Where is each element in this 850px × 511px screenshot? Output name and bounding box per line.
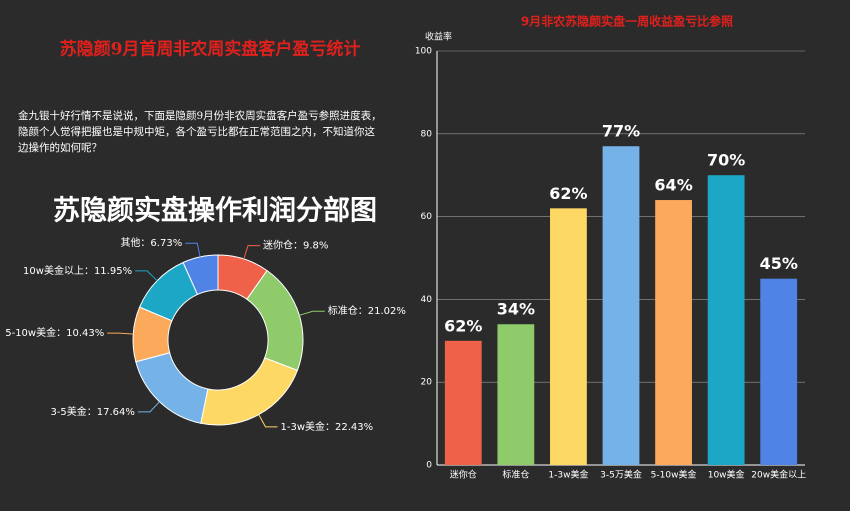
bar-annotation: 45% [760, 254, 798, 273]
segment-label: 迷你仓：9.8% [263, 239, 328, 252]
leader-line [135, 270, 158, 282]
leader-line [243, 245, 261, 260]
x-tick-label: 3-5万美金 [600, 469, 642, 481]
bar [602, 146, 640, 465]
y-tick-label: 80 [421, 129, 433, 139]
x-tick-label: 1-3w美金 [548, 469, 588, 481]
x-tick-label: 迷你仓 [450, 469, 477, 481]
y-tick-label: 20 [421, 378, 433, 388]
leader-line [137, 401, 160, 413]
y-axis-label: 收益率 [425, 31, 452, 43]
paragraph-line: 隐颜个人觉得把握也是中规中矩，各个盈亏比都在正常范围之内，不知道你这 [18, 125, 375, 138]
paragraph-line: 金九银十好行情不是说说，下面是隐颜9月份非农周实盘客户盈亏参照进度表， [18, 109, 382, 122]
x-tick-label: 20w美金以上 [751, 469, 806, 481]
bar [497, 324, 535, 465]
leader-line [258, 414, 278, 428]
bar [444, 340, 482, 465]
x-tick-label: 标准仓 [502, 469, 529, 481]
bar-annotation: 64% [654, 176, 692, 195]
bar-annotation: 70% [707, 151, 745, 170]
segment-label: 5-10w美金：10.43% [5, 326, 104, 339]
y-tick-label: 100 [415, 47, 432, 57]
x-tick-label: 10w美金 [708, 469, 745, 481]
donut-title: 苏隐颜实盘操作利润分部图 [53, 195, 377, 227]
segment-label: 其他：6.73% [120, 236, 182, 249]
leader-line [107, 332, 134, 335]
leader-line [299, 310, 325, 316]
bar [655, 200, 692, 466]
segment-label: 3-5美金：17.64% [50, 405, 134, 418]
y-tick-label: 40 [421, 295, 433, 305]
bar [707, 175, 745, 465]
bar [760, 278, 798, 465]
paragraph-line: 边操作的如何呢？ [18, 141, 102, 154]
bar-title: 9月非农苏隐颜实盘一周收益盈亏比参照 [521, 14, 733, 29]
donut-segment [182, 254, 219, 296]
bar-annotation: 62% [444, 316, 482, 335]
leader-line [185, 242, 201, 257]
bar-annotation: 62% [549, 184, 587, 203]
bar [550, 208, 587, 465]
segment-label: 标准仓：21.02% [328, 304, 406, 317]
y-tick-label: 60 [421, 212, 433, 222]
bar-annotation: 77% [602, 122, 640, 141]
y-tick-label: 0 [426, 461, 432, 471]
bar-annotation: 34% [497, 300, 535, 319]
segment-label: 1-3w美金：22.43% [281, 420, 374, 433]
x-tick-label: 5-10w美金 [651, 469, 697, 481]
page-title: 苏隐颜9月首周非农周实盘客户盈亏统计 [60, 39, 361, 60]
segment-label: 10w美金以上：11.95% [23, 264, 132, 277]
